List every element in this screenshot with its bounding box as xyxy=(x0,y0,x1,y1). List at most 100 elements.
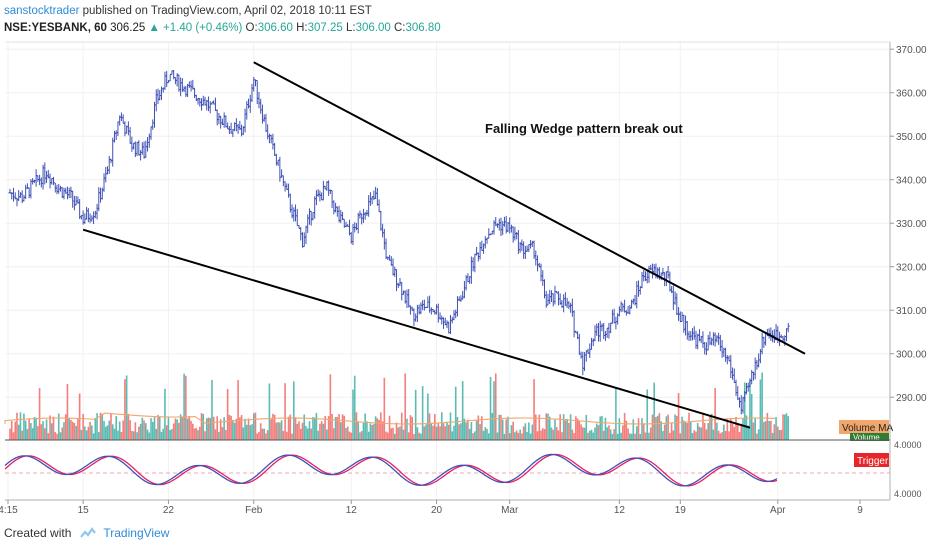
volume-bar xyxy=(733,427,736,440)
volume-bar xyxy=(165,425,168,440)
volume-bar xyxy=(529,433,532,440)
volume-bar xyxy=(453,425,455,440)
volume-bar xyxy=(132,431,135,440)
volume-bar xyxy=(681,416,683,440)
volume-bar xyxy=(313,417,316,440)
volume-bar xyxy=(717,430,720,440)
volume-bar xyxy=(334,416,337,440)
volume-bar xyxy=(566,418,568,440)
volume-bar xyxy=(110,413,112,440)
volume-bar xyxy=(632,419,635,440)
volume-bar xyxy=(385,431,387,440)
volume-bar xyxy=(292,381,295,440)
volume-bar xyxy=(125,375,128,440)
volume-bar xyxy=(646,389,649,440)
volume-bar xyxy=(397,427,400,440)
volume-bar xyxy=(71,421,74,440)
volume-ma-label: Volume MA xyxy=(842,423,893,434)
volume-bar xyxy=(298,421,300,440)
volume-bar xyxy=(185,375,187,440)
volume-bar xyxy=(766,412,769,440)
volume-bar xyxy=(286,431,288,440)
volume-bar xyxy=(583,427,586,440)
volume-bar xyxy=(266,430,269,440)
time-tick-label: 15 xyxy=(78,505,90,516)
low-label: L: xyxy=(345,22,356,34)
volume-bar xyxy=(247,418,250,440)
price-tick-label: 330.00 xyxy=(896,219,927,230)
volume-bar xyxy=(162,428,165,440)
volume-bar xyxy=(561,432,563,440)
volume-bar xyxy=(26,429,29,440)
open-value: 306.60 xyxy=(257,22,293,34)
volume-bar xyxy=(749,378,751,440)
stoch-axis-label: 4.0000 xyxy=(894,440,922,450)
volume-bar xyxy=(273,414,276,440)
volume-bar xyxy=(604,417,607,440)
volume-bar xyxy=(14,421,17,440)
volume-bar xyxy=(707,423,709,440)
tradingview-link[interactable]: TradingView xyxy=(103,526,170,540)
volume-bar xyxy=(557,430,560,440)
volume-bar xyxy=(594,427,596,440)
volume-bar xyxy=(261,428,264,440)
high-label: H: xyxy=(296,22,308,34)
price-change: ▲ +1.40 (+0.46%) xyxy=(148,22,243,34)
volume-bar xyxy=(235,418,238,440)
volume-bar xyxy=(374,416,377,440)
volume-bar xyxy=(696,422,699,440)
volume-bar xyxy=(486,428,488,440)
volume-bar xyxy=(451,431,454,440)
volume-bar xyxy=(68,418,70,440)
volume-bar xyxy=(134,422,137,440)
volume-bar xyxy=(359,432,361,440)
volume-bar xyxy=(428,413,431,440)
volume-bar xyxy=(669,432,671,440)
volume-bar xyxy=(526,432,528,440)
volume-bar xyxy=(211,379,213,440)
volume-bar xyxy=(576,418,579,440)
volume-bar xyxy=(663,424,666,440)
volume-bar xyxy=(402,429,405,440)
volume-bar xyxy=(437,422,440,440)
volume-bar xyxy=(454,386,457,440)
volume-bar xyxy=(550,427,553,440)
volume-bar xyxy=(54,432,57,440)
price-tick-label: 290.00 xyxy=(896,393,927,404)
author-link[interactable]: sanstocktrader xyxy=(4,5,80,17)
volume-bar xyxy=(682,420,685,440)
volume-bar xyxy=(771,432,774,440)
volume-bar xyxy=(721,432,723,440)
chart-annotation: Falling Wedge pattern break out xyxy=(485,121,683,136)
time-tick-label: 20 xyxy=(431,505,443,516)
volume-bar xyxy=(665,416,668,440)
volume-bar xyxy=(214,429,217,440)
volume-bar xyxy=(277,422,279,440)
volume-bar xyxy=(700,427,703,440)
time-tick-label: Apr xyxy=(770,505,786,516)
volume-bar xyxy=(747,425,750,440)
volume-bar xyxy=(50,423,53,440)
volume-bar xyxy=(461,381,464,440)
volume-badge-bg xyxy=(850,433,889,441)
trigger-label: Trigger xyxy=(857,456,889,467)
volume-bar xyxy=(649,427,652,440)
volume-bar xyxy=(777,426,779,440)
volume-bar xyxy=(360,431,363,440)
volume-bar xyxy=(759,379,762,440)
volume-bar xyxy=(242,427,245,440)
volume-bar xyxy=(99,412,102,440)
volume-bar xyxy=(642,423,645,440)
volume-bar xyxy=(237,379,239,440)
volume-bar xyxy=(59,432,62,440)
volume-bar xyxy=(376,418,379,440)
volume-bar xyxy=(129,420,131,440)
volume-bar xyxy=(442,423,445,440)
price-tick-label: 350.00 xyxy=(896,132,927,143)
volume-bar xyxy=(559,414,561,440)
volume-bar xyxy=(655,417,657,440)
volume-bar xyxy=(447,424,450,440)
volume-bar xyxy=(392,427,394,440)
stoch-k-line xyxy=(4,453,778,487)
